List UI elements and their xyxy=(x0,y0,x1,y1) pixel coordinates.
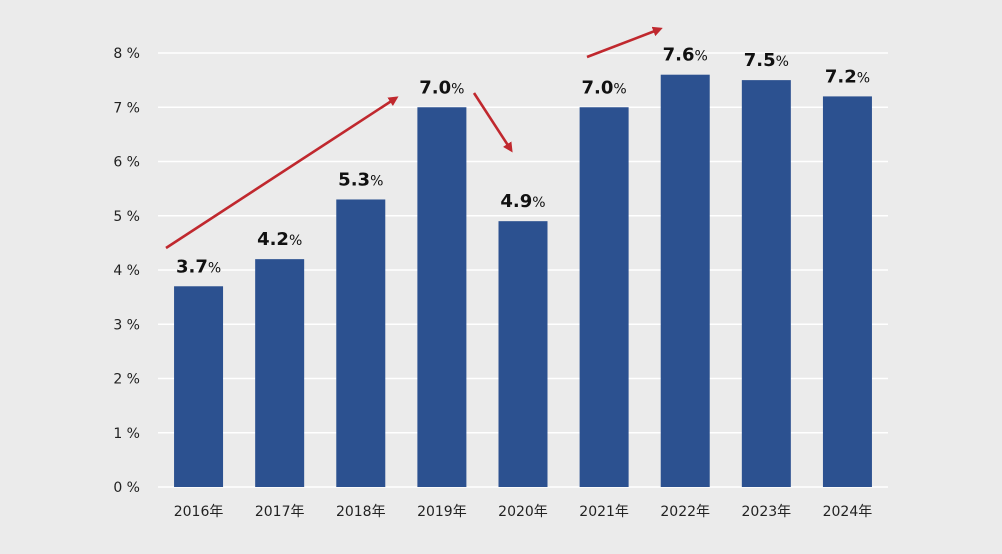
bar xyxy=(660,74,710,487)
data-label: 3.7% xyxy=(176,256,221,277)
trend-arrow xyxy=(165,96,399,250)
y-tick-label: 3 % xyxy=(113,317,140,333)
bar xyxy=(174,286,224,487)
bar xyxy=(336,199,386,487)
trend-arrows xyxy=(165,26,663,250)
data-label: 7.5% xyxy=(744,50,789,71)
x-tick-label: 2018年 xyxy=(336,504,386,520)
bar xyxy=(741,80,791,487)
x-tick-label: 2022年 xyxy=(660,504,710,520)
x-tick-label: 2019年 xyxy=(417,504,467,520)
x-axis-ticks: 2016年 2017年 2018年 2019年 2020年 2021年 2022年 2023年… xyxy=(174,504,873,520)
y-tick-label: 5 % xyxy=(113,209,140,225)
x-tick-label: 2024年 xyxy=(823,504,873,520)
y-tick-label: 7 % xyxy=(113,100,140,116)
data-label: 7.6% xyxy=(663,45,708,66)
data-label: 7.0% xyxy=(419,77,464,98)
x-tick-label: 2016年 xyxy=(174,504,224,520)
y-tick-label: 4 % xyxy=(113,263,140,279)
y-tick-label: 6 % xyxy=(113,155,140,171)
y-tick-label: 2 % xyxy=(113,372,140,388)
data-label: 4.9% xyxy=(500,191,545,212)
data-labels: 3.7% 4.2% 5.3% 7.0% 4.9% 7.0% 7.6% 7.5% 7.2% xyxy=(176,45,870,278)
y-tick-label: 8 % xyxy=(113,46,140,62)
x-tick-label: 2021年 xyxy=(579,504,629,520)
trend-arrow xyxy=(586,26,663,59)
x-tick-label: 2023年 xyxy=(742,504,792,520)
data-label: 7.0% xyxy=(582,77,627,98)
data-label: 5.3% xyxy=(338,169,383,190)
y-tick-label: 1 % xyxy=(113,426,140,442)
data-label: 7.2% xyxy=(825,66,870,87)
bar xyxy=(579,107,629,487)
bar xyxy=(417,107,467,487)
bar xyxy=(822,96,872,488)
trend-arrow xyxy=(472,92,513,153)
bar xyxy=(498,221,548,488)
bar xyxy=(255,259,305,487)
x-tick-label: 2017年 xyxy=(255,504,305,520)
x-tick-label: 2020年 xyxy=(498,504,548,520)
bars xyxy=(174,74,872,488)
y-tick-label: 0 % xyxy=(113,480,140,496)
y-axis-ticks: 0 % 1 % 2 % 3 % 4 % 5 % 6 % 7 % 8 % xyxy=(113,46,140,496)
data-label: 4.2% xyxy=(257,229,302,250)
